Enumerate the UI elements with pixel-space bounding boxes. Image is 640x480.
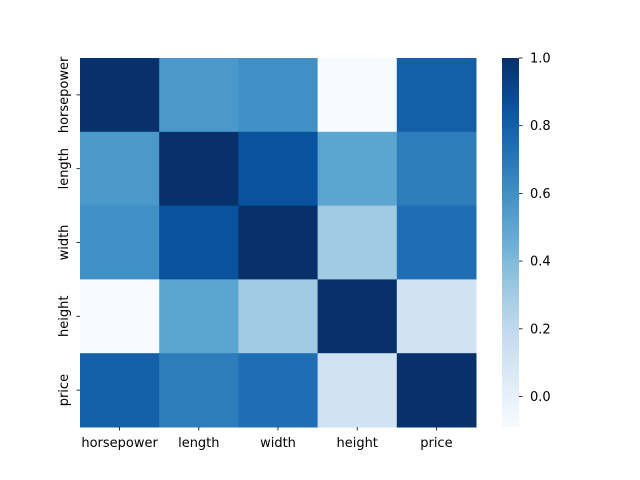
y-tick-label-length: length [57,148,72,189]
colorbar-tick-label-0.4: 0.4 [530,255,551,270]
heatmap-cell-price-width [238,353,319,428]
heatmap-cell-horsepower-horsepower [80,58,160,133]
heatmap-cell-price-length [159,353,239,428]
y-tick-label-height: height [57,296,72,337]
x-tick-label-price: price [420,436,452,451]
colorbar-tick-label-0.6: 0.6 [530,187,551,202]
heatmap-cell-width-price [396,205,477,280]
heatmap-cell-width-length [159,205,239,280]
heatmap-cell-price-height [317,353,398,428]
heatmap-cell-height-horsepower [80,279,160,354]
heatmap-cells [80,58,477,428]
x-tick-label-horsepower: horsepower [81,436,158,451]
heatmap-cell-height-price [396,279,477,354]
heatmap-cell-length-length [159,131,239,207]
heatmap-cell-length-height [317,131,398,207]
colorbar-tick-label-0.2: 0.2 [530,322,551,337]
heatmap-cell-width-width [238,205,319,280]
x-tick-label-height: height [336,436,377,451]
heatmap-cell-horsepower-height [317,58,398,133]
colorbar-tick-label-1.0: 1.0 [530,52,551,67]
colorbar-gradient [502,58,519,427]
heatmap-cell-height-length [159,279,239,354]
heatmap-cell-length-price [396,131,477,207]
colorbar-tick-label-0.8: 0.8 [530,119,551,134]
y-tick-label-horsepower: horsepower [57,56,72,133]
heatmap-cell-length-width [238,131,319,207]
x-axis: horsepower length width height price [81,427,453,451]
y-tick-label-width: width [57,225,72,261]
x-tick-label-width: width [260,436,296,451]
heatmap-cell-length-horsepower [80,131,160,207]
heatmap-cell-horsepower-length [159,58,239,133]
colorbar-tick-label-0.0: 0.0 [530,390,551,405]
heatmap-cell-height-width [238,279,319,354]
y-axis: horsepower length width height price [57,56,80,406]
colorbar: 0.0 0.2 0.4 0.6 0.8 1.0 [502,52,551,427]
heatmap-cell-height-height [317,279,398,354]
x-tick-label-length: length [178,436,219,451]
heatmap-cell-width-horsepower [80,205,160,280]
heatmap-cell-horsepower-price [396,58,477,133]
heatmap-cell-price-horsepower [80,353,160,428]
heatmap-cell-horsepower-width [238,58,319,133]
heatmap-cell-price-price [396,353,477,428]
heatmap-cell-width-height [317,205,398,280]
y-tick-label-price: price [57,374,72,406]
